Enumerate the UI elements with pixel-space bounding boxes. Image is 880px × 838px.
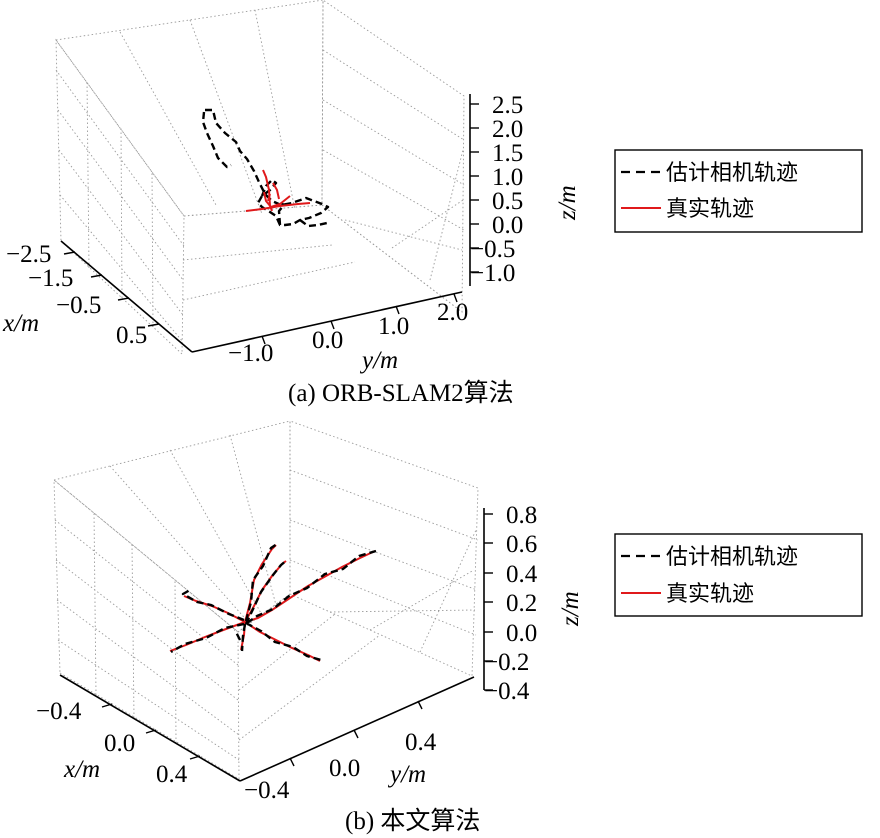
z-tick-label: −0.5	[470, 236, 515, 263]
panel-b-x-ticks: −0.4 0.0 0.4	[36, 698, 201, 788]
x-tick-label: −1.5	[28, 265, 73, 292]
panel-b-grid	[53, 420, 479, 780]
y-axis-line	[239, 676, 475, 782]
x-tick-label: −0.4	[36, 698, 82, 725]
x-axis-line	[60, 240, 193, 353]
y-tick-label: 0.0	[312, 327, 343, 354]
y-tick-label: 2.0	[437, 299, 468, 326]
panel-b: −0.4 0.0 0.4 −0.4 0.0 0.4 0.8 0.6 0.4 0.…	[36, 420, 863, 835]
legend-estimated-label: 估计相机轨迹	[666, 161, 798, 186]
caption-a: (a) ORB-SLAM2算法	[288, 379, 514, 407]
panel-a-trajectories	[201, 108, 330, 228]
x-tick-label: 0.5	[116, 322, 147, 349]
y-tick-label: 0.0	[329, 755, 360, 782]
legend-box	[614, 149, 863, 233]
z-tick-label: 0.5	[492, 188, 523, 215]
panel-a-grid	[55, 0, 465, 356]
panel-a-z-ticks: 2.5 2.0 1.5 1.0 0.5 0.0 −0.5 −1.0	[470, 92, 523, 287]
z-tick-label: 0.2	[506, 590, 537, 617]
y-tick-label: 0.4	[405, 729, 437, 756]
legend-estimated-label: 估计相机轨迹	[666, 545, 798, 570]
z-tick-label: 2.5	[492, 92, 523, 119]
y-axis-label: y/m	[387, 761, 426, 788]
x-axis-label: x/m	[63, 756, 100, 783]
y-tick-label: −1.0	[228, 340, 273, 367]
panel-a-legend: 估计相机轨迹 真实轨迹	[614, 149, 863, 233]
z-tick-label: 0.8	[506, 502, 537, 529]
panel-a-x-ticks: −2.5 −1.5 −0.5 0.5	[6, 241, 160, 349]
legend-groundtruth-label: 真实轨迹	[666, 582, 754, 607]
x-tick-label: 0.0	[104, 730, 135, 757]
z-tick-label: −0.2	[484, 649, 529, 676]
z-tick-label: 0.0	[506, 620, 537, 647]
estimated-trajectory	[201, 108, 330, 228]
caption-b: (b) 本文算法	[345, 807, 480, 835]
z-tick-label: 1.0	[492, 164, 523, 191]
panel-a: −2.5 −1.5 −0.5 0.5 −1.0 0.0 1.0 2.0 2.5 …	[2, 0, 863, 407]
x-tick-label: 0.4	[156, 761, 188, 788]
y-tick-label: −0.4	[244, 777, 290, 804]
y-axis-label: y/m	[359, 347, 398, 374]
y-tick-label: 1.0	[378, 313, 409, 340]
z-tick-label: 1.5	[492, 140, 523, 167]
x-axis-line	[59, 674, 241, 782]
panel-b-axes	[59, 508, 485, 782]
x-tick-label: −0.5	[56, 292, 101, 319]
z-tick-label: −1.0	[470, 260, 515, 287]
estimated-trajectory	[170, 543, 377, 662]
panel-b-y-ticks: −0.4 0.0 0.4	[244, 700, 437, 804]
z-tick-label: −0.4	[484, 678, 530, 705]
legend-box	[614, 533, 863, 617]
z-tick-label: 0.0	[492, 212, 523, 239]
z-axis-label: z/m	[554, 185, 581, 221]
x-axis-label: x/m	[2, 310, 39, 337]
z-axis-label: z/m	[557, 591, 584, 627]
x-tick-label: −2.5	[6, 241, 51, 268]
z-tick-label: 0.4	[506, 561, 538, 588]
panel-b-z-ticks: 0.8 0.6 0.4 0.2 0.0 −0.2 −0.4	[484, 502, 538, 705]
z-tick-label: 2.0	[492, 116, 523, 143]
y-axis-line	[191, 291, 463, 353]
panel-a-y-ticks: −1.0 0.0 1.0 2.0	[228, 293, 468, 367]
panel-b-legend: 估计相机轨迹 真实轨迹	[614, 533, 863, 617]
panel-b-trajectories	[169, 543, 377, 662]
legend-groundtruth-label: 真实轨迹	[666, 197, 754, 222]
panel-a-axes	[60, 94, 471, 353]
ground-truth-trajectory	[245, 169, 311, 212]
z-tick-label: 0.6	[506, 531, 537, 558]
